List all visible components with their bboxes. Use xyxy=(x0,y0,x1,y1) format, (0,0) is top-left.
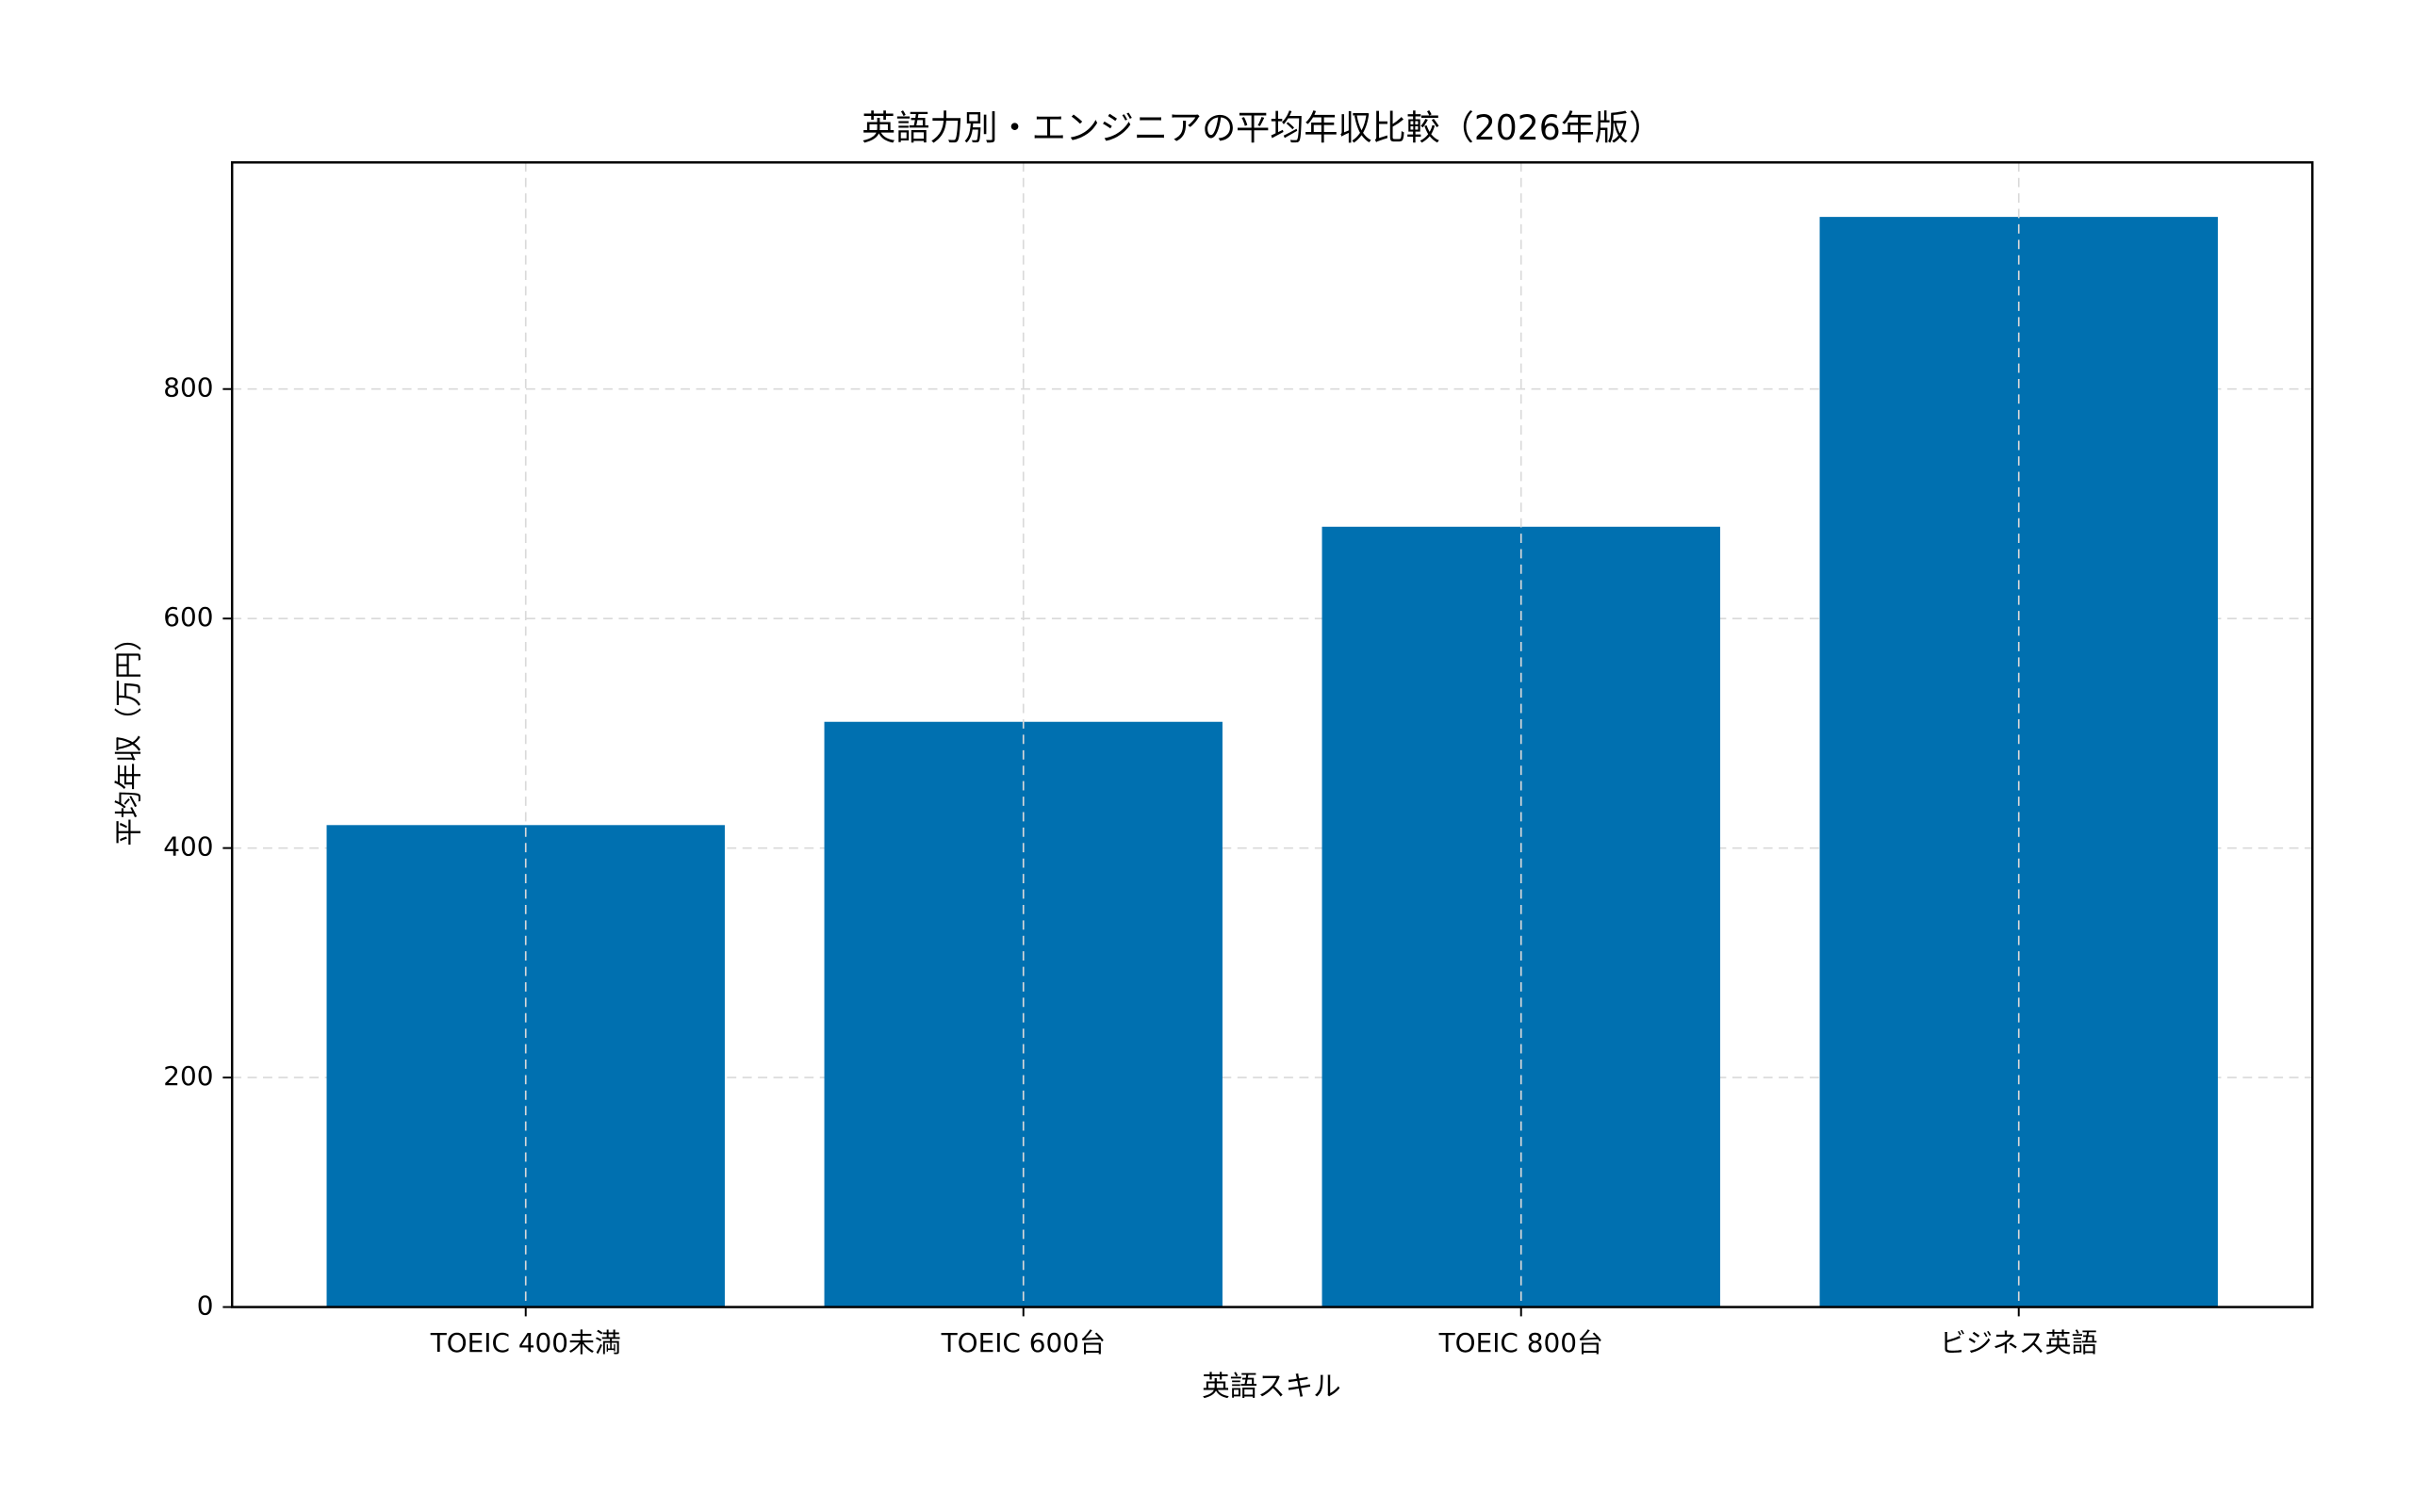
y-tick-label: 600 xyxy=(163,601,213,633)
chart-title: 英語力別・エンジニアの平均年収比較（2026年版） xyxy=(862,107,1663,148)
x-tick-label: TOEIC 600台 xyxy=(941,1327,1106,1358)
x-tick-label: TOEIC 400未満 xyxy=(430,1327,621,1358)
y-axis-label: 平均年収（万円） xyxy=(112,623,144,846)
plot-frame xyxy=(230,161,2314,1308)
x-tick-label: TOEIC 800台 xyxy=(1438,1327,1603,1358)
y-tick-label: 200 xyxy=(163,1060,213,1092)
y-tick-label: 800 xyxy=(163,372,213,403)
x-tick-label: ビジネス英語 xyxy=(1940,1327,2097,1358)
plot-area: 0 200 400 600 800 TOEIC 400未満 TOEIC 600台 TOEIC … xyxy=(163,162,2313,1358)
y-tick-label: 0 xyxy=(197,1290,214,1322)
x-axis-label: 英語スキル xyxy=(1202,1370,1341,1402)
y-tick-label: 400 xyxy=(163,831,213,863)
